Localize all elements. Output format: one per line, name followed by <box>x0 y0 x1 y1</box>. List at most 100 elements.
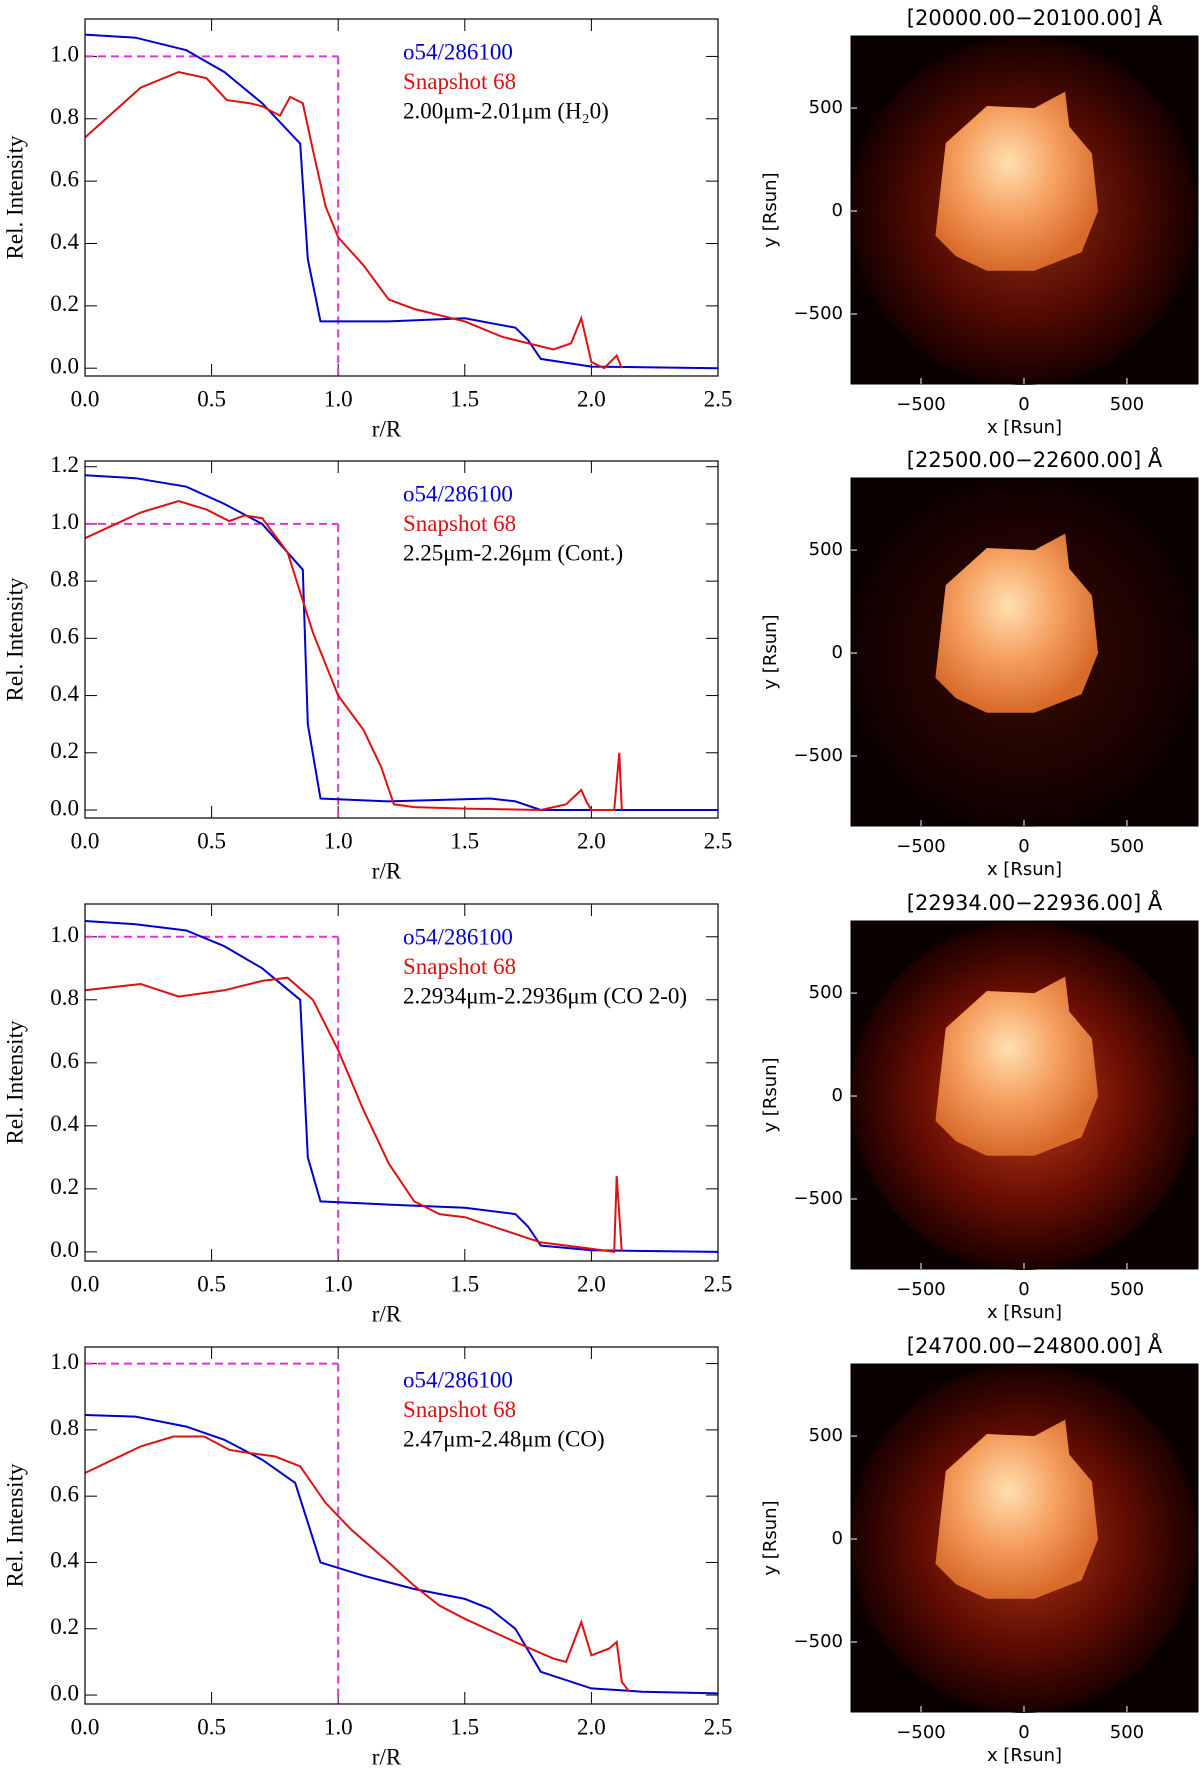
x-axis-label: x [Rsun] <box>987 1745 1062 1766</box>
y-axis-label: Rel. Intensity <box>2 135 27 259</box>
x-tick-label: 0.0 <box>71 1271 100 1296</box>
x-axis-label: r/R <box>372 1744 402 1769</box>
x-tick-label: 1.0 <box>324 1271 353 1296</box>
y-axis-label: y [Rsun] <box>760 614 781 689</box>
annotation: 2.25μm-2.26μm (Cont.) <box>403 540 623 565</box>
y-tick-label: 0.8 <box>50 1415 79 1440</box>
y-tick-label: 0.0 <box>50 1680 79 1705</box>
x-axis-label: x [Rsun] <box>987 859 1062 880</box>
series-line <box>84 920 719 1253</box>
y-tick-label: 0.8 <box>50 104 79 129</box>
y-tick-label: 0 <box>832 1528 843 1549</box>
y-tick-label: 0.8 <box>50 566 79 591</box>
x-axis-label: r/R <box>372 858 402 883</box>
y-tick-label: 500 <box>809 982 843 1003</box>
x-tick-label: 2.5 <box>704 1714 733 1739</box>
image-frame <box>850 920 1199 1270</box>
x-tick-label: −500 <box>896 1279 945 1300</box>
y-tick-label: 0.4 <box>50 229 79 254</box>
x-tick-label: 0 <box>1018 836 1029 857</box>
image-title: [24700.00−24800.00] Å <box>907 1332 1163 1358</box>
image-title: [22500.00−22600.00] Å <box>907 446 1163 472</box>
annotation: 2.00μm-2.01μm (H₂0) <box>403 98 609 123</box>
image-frame <box>850 477 1199 827</box>
series-line <box>84 33 719 370</box>
legend-entry: Snapshot 68 <box>403 511 516 536</box>
x-tick-label: 1.5 <box>450 386 479 411</box>
x-axis-label: r/R <box>372 1301 402 1326</box>
x-axis-label: r/R <box>372 416 402 441</box>
image-frame <box>850 35 1199 385</box>
x-tick-label: −500 <box>896 1722 945 1743</box>
y-tick-label: 0.0 <box>50 795 79 820</box>
y-tick-label: 0 <box>832 642 843 663</box>
stellar-disk <box>935 1419 1099 1599</box>
y-tick-label: 1.0 <box>50 509 79 534</box>
legend-entry: o54/286100 <box>403 924 513 949</box>
x-tick-label: 500 <box>1110 1722 1144 1743</box>
plot-frame <box>84 18 719 377</box>
y-tick-label: −500 <box>794 1631 843 1652</box>
x-tick-label: −500 <box>896 836 945 857</box>
y-axis-label: y [Rsun] <box>760 1500 781 1575</box>
y-tick-label: 1.2 <box>50 452 79 477</box>
y-axis-label: Rel. Intensity <box>2 1463 27 1587</box>
x-tick-label: 1.0 <box>324 1714 353 1739</box>
image-title: [22934.00−22936.00] Å <box>907 889 1163 915</box>
x-tick-label: 2.0 <box>577 1714 606 1739</box>
annotation: 2.47μm-2.48μm (CO) <box>403 1426 605 1451</box>
x-tick-label: 0 <box>1018 1722 1029 1743</box>
y-tick-label: 1.0 <box>50 922 79 947</box>
x-tick-label: 500 <box>1110 836 1144 857</box>
x-tick-label: 0.0 <box>71 1714 100 1739</box>
y-tick-label: −500 <box>794 745 843 766</box>
series-line <box>84 70 623 370</box>
x-tick-label: 0.0 <box>71 828 100 853</box>
legend-entry: o54/286100 <box>403 1367 513 1392</box>
y-tick-label: 0.2 <box>50 738 79 763</box>
series-line <box>84 1414 719 1695</box>
y-tick-label: 0.0 <box>50 1237 79 1262</box>
x-tick-label: 2.5 <box>704 828 733 853</box>
y-tick-label: 0.4 <box>50 681 79 706</box>
y-tick-label: 0.4 <box>50 1111 79 1136</box>
y-tick-label: 0.6 <box>50 624 79 649</box>
x-tick-label: 1.5 <box>450 828 479 853</box>
legend-entry: Snapshot 68 <box>403 69 516 94</box>
x-axis-label: x [Rsun] <box>987 417 1062 438</box>
x-tick-label: 1.5 <box>450 1714 479 1739</box>
x-tick-label: 500 <box>1110 1279 1144 1300</box>
y-tick-label: 0.6 <box>50 1048 79 1073</box>
series-line <box>84 499 623 812</box>
x-tick-label: 0.5 <box>197 1271 226 1296</box>
y-axis-label: Rel. Intensity <box>2 1020 27 1144</box>
x-tick-label: 0 <box>1018 1279 1029 1300</box>
y-tick-label: 0.2 <box>50 1614 79 1639</box>
y-tick-label: 500 <box>809 97 843 118</box>
y-tick-label: 0.4 <box>50 1548 79 1573</box>
legend-entry: Snapshot 68 <box>403 1397 516 1422</box>
stellar-disk <box>935 976 1099 1156</box>
y-tick-label: −500 <box>794 303 843 324</box>
x-tick-label: 0.0 <box>71 386 100 411</box>
y-tick-label: 0 <box>832 200 843 221</box>
stellar-disk <box>935 91 1099 271</box>
y-axis-label: Rel. Intensity <box>2 577 27 701</box>
image-title: [20000.00−20100.00] Å <box>907 4 1163 30</box>
x-tick-label: 1.0 <box>324 828 353 853</box>
x-axis-label: x [Rsun] <box>987 1302 1062 1323</box>
legend-entry: o54/286100 <box>403 39 513 64</box>
y-tick-label: 0.2 <box>50 1174 79 1199</box>
legend-entry: o54/286100 <box>403 481 513 506</box>
series-line <box>84 474 718 811</box>
x-tick-label: −500 <box>896 394 945 415</box>
x-tick-label: 2.5 <box>704 386 733 411</box>
series-line <box>84 1435 631 1693</box>
y-tick-label: 1.0 <box>50 42 79 67</box>
stellar-disk <box>935 533 1099 713</box>
y-tick-label: 0.0 <box>50 353 79 378</box>
y-axis-label: y [Rsun] <box>760 172 781 247</box>
x-tick-label: 1.5 <box>450 1271 479 1296</box>
y-tick-label: 0.8 <box>50 985 79 1010</box>
